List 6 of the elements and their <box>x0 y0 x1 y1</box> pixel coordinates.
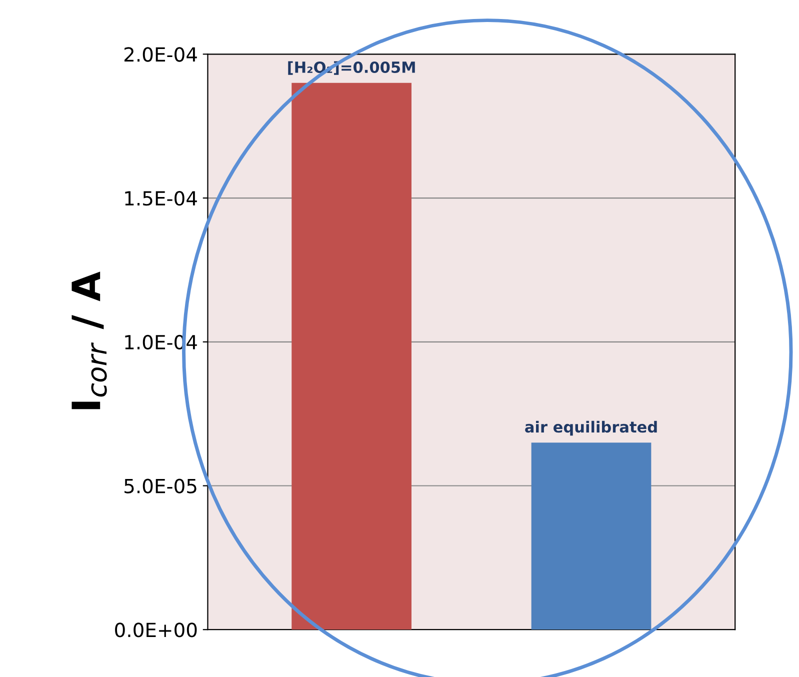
y-tick-label: 0.0E+00 <box>115 622 197 638</box>
y-tick-label: 1.5E-04 <box>125 190 197 206</box>
y-axis-title: I$_{corr}$ / A <box>72 272 107 410</box>
y-tick-label: 5.0E-05 <box>124 478 196 494</box>
y-tick-label: 2.0E-04 <box>124 47 197 62</box>
annotation: air equilibrated <box>525 420 657 436</box>
